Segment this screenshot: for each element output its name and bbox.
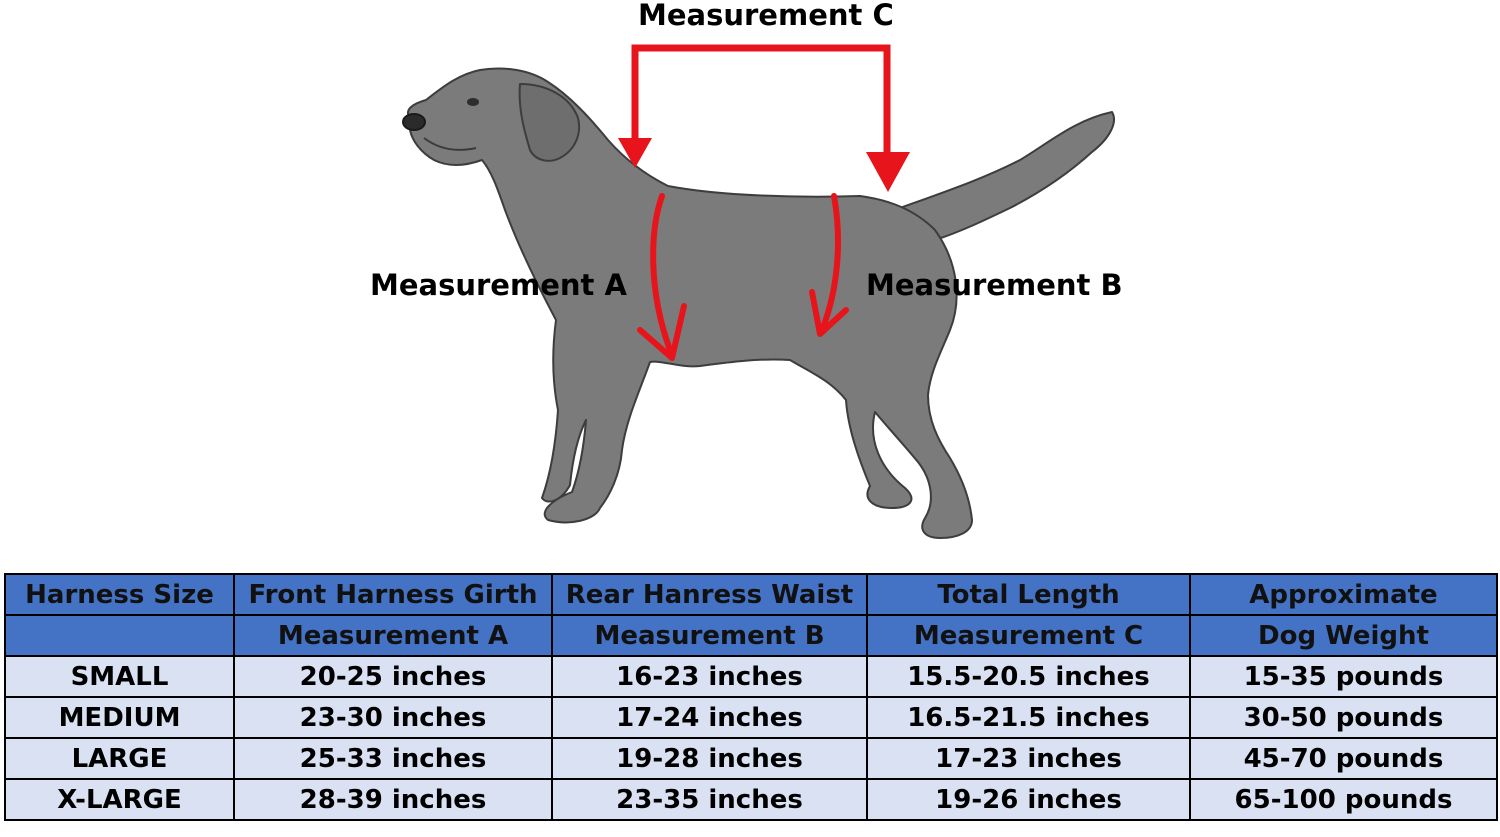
measurement-b-arrowhead <box>809 289 849 337</box>
measurement-b-label: Measurement B <box>866 268 1123 302</box>
table-row: MEDIUM 23-30 inches 17-24 inches 16.5-21… <box>4 696 1498 739</box>
header-cell: Approximate <box>1189 573 1498 616</box>
table-cell: 28-39 inches <box>233 778 553 821</box>
measurement-c-bracket <box>631 44 891 152</box>
table-header-row: Harness Size Front Harness Girth Rear Ha… <box>4 573 1498 616</box>
table-cell: 30-50 pounds <box>1189 696 1498 739</box>
table-row: LARGE 25-33 inches 19-28 inches 17-23 in… <box>4 737 1498 780</box>
measurement-b-curve <box>819 193 841 333</box>
measurement-c-label: Measurement C <box>638 0 894 32</box>
measurement-c-arrowhead-left <box>618 138 652 168</box>
table-cell: X-LARGE <box>4 778 235 821</box>
table-row: X-LARGE 28-39 inches 23-35 inches 19-26 … <box>4 778 1498 821</box>
table-cell: 23-30 inches <box>233 696 553 739</box>
table-cell: 65-100 pounds <box>1189 778 1498 821</box>
table-cell: MEDIUM <box>4 696 235 739</box>
table-cell: 25-33 inches <box>233 737 553 780</box>
dog-illustration <box>402 44 1115 539</box>
table-cell: 45-70 pounds <box>1189 737 1498 780</box>
table-cell: 17-24 inches <box>551 696 868 739</box>
table-cell: 19-26 inches <box>866 778 1191 821</box>
table-cell: 20-25 inches <box>233 655 553 698</box>
harness-size-table: Harness Size Front Harness Girth Rear Ha… <box>4 573 1498 821</box>
measurement-a-arrowhead <box>637 303 687 361</box>
table-subheader-row: Measurement A Measurement B Measurement … <box>4 614 1498 657</box>
measurement-a-label: Measurement A <box>370 268 627 302</box>
header-cell: Front Harness Girth <box>233 573 553 616</box>
header-cell: Measurement A <box>233 614 553 657</box>
dog-measurement-diagram: Measurement C Measurement A Measurement … <box>370 0 1123 539</box>
header-cell: Measurement B <box>551 614 868 657</box>
dog-silhouette <box>402 67 1115 539</box>
header-cell: Total Length <box>866 573 1191 616</box>
table-cell: 16-23 inches <box>551 655 868 698</box>
header-cell <box>4 614 235 657</box>
table-cell: 15-35 pounds <box>1189 655 1498 698</box>
table-cell: 17-23 inches <box>866 737 1191 780</box>
table-cell: SMALL <box>4 655 235 698</box>
header-cell: Dog Weight <box>1189 614 1498 657</box>
table-cell: 23-35 inches <box>551 778 868 821</box>
measurement-a-curve <box>650 193 673 353</box>
header-cell: Harness Size <box>4 573 235 616</box>
measurement-c-arrowhead-right <box>866 152 910 192</box>
measurement-markers <box>618 44 910 361</box>
header-cell: Rear Hanress Waist <box>551 573 868 616</box>
table-cell: 19-28 inches <box>551 737 868 780</box>
header-cell: Measurement C <box>866 614 1191 657</box>
table-row: SMALL 20-25 inches 16-23 inches 15.5-20.… <box>4 655 1498 698</box>
table-cell: 16.5-21.5 inches <box>866 696 1191 739</box>
table-cell: 15.5-20.5 inches <box>866 655 1191 698</box>
table-cell: LARGE <box>4 737 235 780</box>
